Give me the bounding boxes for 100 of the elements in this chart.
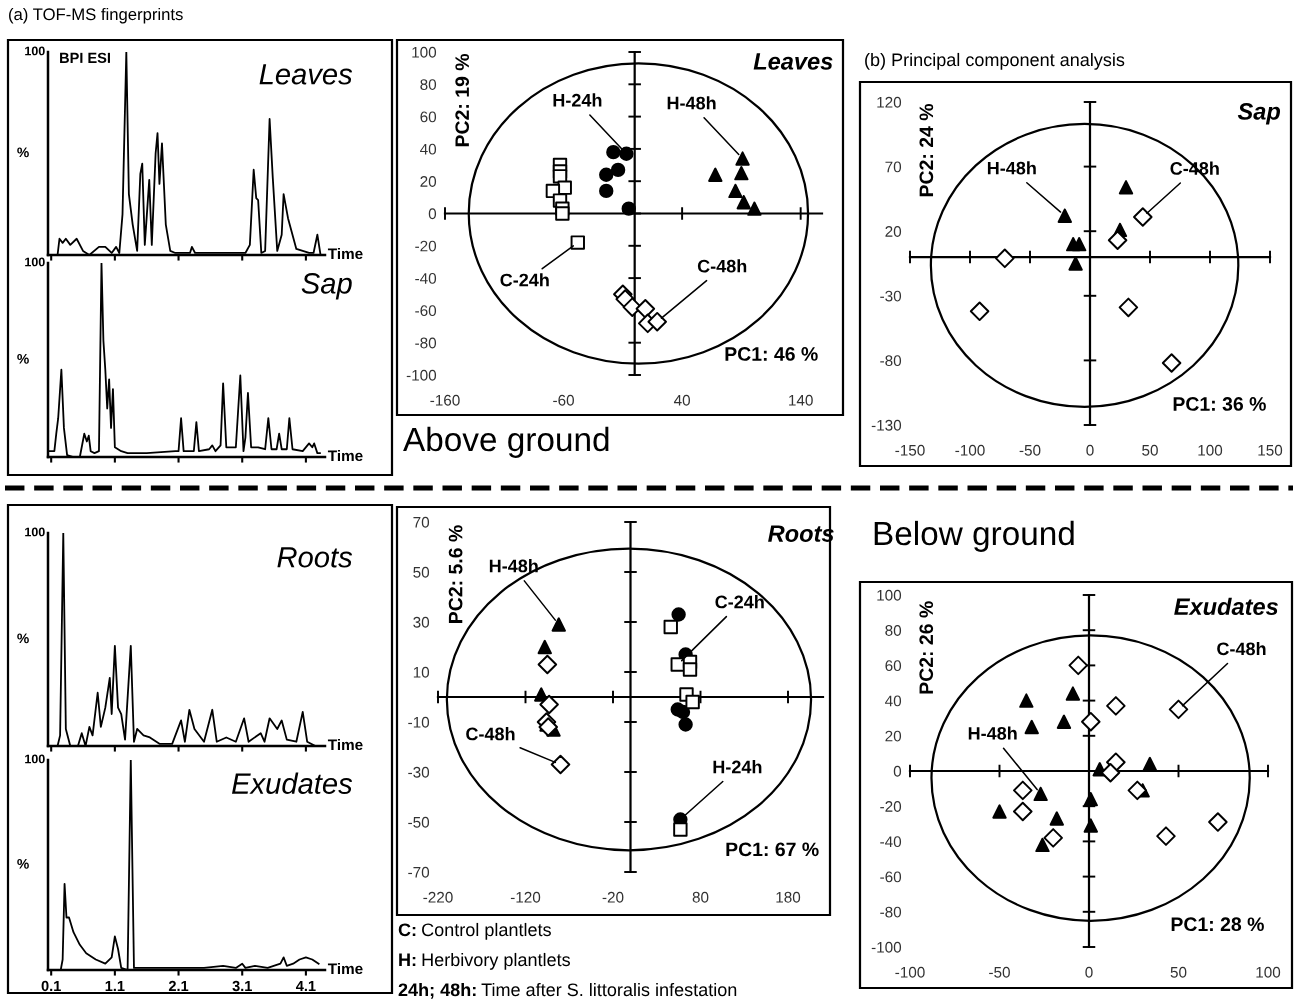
- annotation: C-48h: [466, 727, 515, 741]
- text: 100: [25, 46, 45, 56]
- y-axis-title: %: [17, 353, 29, 364]
- text: Below ground: [874, 520, 1074, 552]
- y-tick-label: -10: [408, 716, 430, 728]
- text: H: Herbivory plantlets: [399, 952, 570, 970]
- x-tick-label: 50: [1170, 966, 1187, 978]
- x-tick-label: -120: [510, 891, 541, 903]
- text: (b) Principal component analysis: [865, 52, 1125, 70]
- y-tick-label: 10: [413, 666, 430, 678]
- y-tick-label: 60: [885, 660, 902, 672]
- y-tick-label: -130: [871, 419, 902, 431]
- text: C: Control plantlets: [398, 922, 551, 940]
- x-tick-label: -20: [602, 891, 624, 903]
- x-tick-label: 100: [1256, 966, 1281, 978]
- x-tick-label: -60: [553, 394, 574, 406]
- x-axis-title: Time: [327, 738, 363, 751]
- x-tick-label: 180: [776, 891, 801, 903]
- chart-title: Sap: [1237, 103, 1281, 125]
- text: 100: [25, 527, 45, 537]
- x-tick-label: 1.1: [105, 980, 125, 991]
- y-tick-label: 50: [413, 566, 430, 578]
- y-tick-label: -50: [408, 816, 430, 828]
- text: 100: [25, 754, 45, 764]
- y-axis-title: PC2: 26 %: [919, 601, 934, 694]
- x-tick-label: 150: [1258, 444, 1283, 456]
- y-tick-label: -70: [408, 866, 430, 878]
- annotation: H-48h: [489, 559, 538, 573]
- y-tick-label: 120: [877, 96, 902, 108]
- y-tick-label: 80: [420, 79, 437, 90]
- y-tick-label: -60: [415, 305, 437, 317]
- text: (a) TOF-MS fingerprints: [9, 7, 183, 24]
- x-axis-title: PC1: 36 %: [1173, 397, 1266, 411]
- y-tick-label: -80: [880, 355, 902, 367]
- x-tick-label: -50: [1019, 444, 1041, 456]
- y-tick-label: 40: [885, 695, 902, 707]
- annotation: BPI ESI: [60, 52, 110, 64]
- x-tick-label: -150: [895, 444, 925, 456]
- annotation: H-24h: [553, 93, 602, 107]
- x-tick-label: -100: [955, 444, 985, 456]
- y-axis-title: %: [17, 858, 29, 869]
- x-tick-label: 140: [789, 394, 813, 406]
- y-tick-label: 100: [412, 46, 437, 58]
- x-tick-label: -220: [423, 891, 453, 903]
- y-tick-label: -30: [880, 290, 902, 302]
- y-axis-title: PC2: 24 %: [919, 103, 934, 197]
- y-axis-title: %: [17, 633, 29, 644]
- x-axis-title: Time: [327, 449, 363, 462]
- y-tick-label: 40: [420, 143, 437, 155]
- x-tick-label: -100: [895, 966, 925, 978]
- y-tick-label: -100: [406, 369, 437, 381]
- y-tick-label: -80: [880, 906, 902, 918]
- y-tick-label: 70: [413, 516, 430, 528]
- text: 24h; 48h: Time after S. littoralis infestation: [398, 982, 737, 999]
- y-tick-label: 30: [413, 616, 430, 628]
- x-tick-label: 0: [1085, 966, 1093, 978]
- y-tick-label: 0: [893, 765, 902, 777]
- x-axis-title: PC1: 67 %: [726, 842, 819, 857]
- y-tick-label: -80: [415, 337, 437, 349]
- x-tick-label: 0: [1086, 444, 1094, 456]
- y-tick-label: 100: [877, 589, 902, 601]
- chart-title: Roots: [277, 547, 353, 568]
- y-tick-label: 20: [420, 176, 437, 187]
- chart-title: Leaves: [259, 64, 353, 85]
- y-axis-title: PC2: 5.6 %: [448, 525, 463, 623]
- annotation: C-48h: [697, 259, 747, 273]
- y-tick-label: 70: [885, 161, 902, 173]
- y-axis-title: %: [17, 147, 29, 158]
- x-tick-label: 50: [1142, 444, 1158, 456]
- chart-title: Exudates: [1174, 597, 1278, 616]
- y-tick-label: -30: [408, 766, 430, 778]
- y-tick-label: -60: [880, 871, 902, 883]
- x-tick-label: -50: [989, 966, 1010, 978]
- y-tick-label: -100: [871, 941, 902, 953]
- x-axis-title: PC1: 46 %: [725, 347, 818, 361]
- y-tick-label: -20: [880, 801, 902, 812]
- annotation: H-48h: [667, 96, 716, 110]
- x-tick-label: 40: [673, 394, 691, 406]
- annotation: H-24h: [713, 760, 762, 774]
- x-axis-title: PC1: 28 %: [1171, 917, 1264, 932]
- y-tick-label: -40: [415, 272, 437, 284]
- y-tick-label: 80: [885, 625, 902, 636]
- annotation: C-24h: [715, 595, 764, 609]
- x-tick-label: 0.1: [41, 980, 61, 992]
- y-tick-label: -20: [415, 240, 437, 252]
- x-axis-title: Time: [327, 247, 363, 260]
- y-axis-title: PC2: 19 %: [455, 53, 470, 147]
- y-tick-label: 0: [428, 208, 437, 220]
- chart-title: Exudates: [232, 772, 353, 794]
- annotation: C-24h: [500, 273, 549, 287]
- y-tick-label: -40: [880, 836, 902, 848]
- x-tick-label: 4.1: [295, 980, 316, 991]
- annotation: C-48h: [1217, 641, 1266, 656]
- y-tick-label: 20: [885, 226, 902, 237]
- x-tick-label: 3.1: [232, 980, 252, 992]
- annotation: H-48h: [968, 726, 1017, 740]
- annotation: H-48h: [987, 161, 1036, 175]
- text: 100: [25, 257, 45, 267]
- x-axis-title: Time: [327, 962, 363, 975]
- x-tick-label: 80: [692, 891, 709, 903]
